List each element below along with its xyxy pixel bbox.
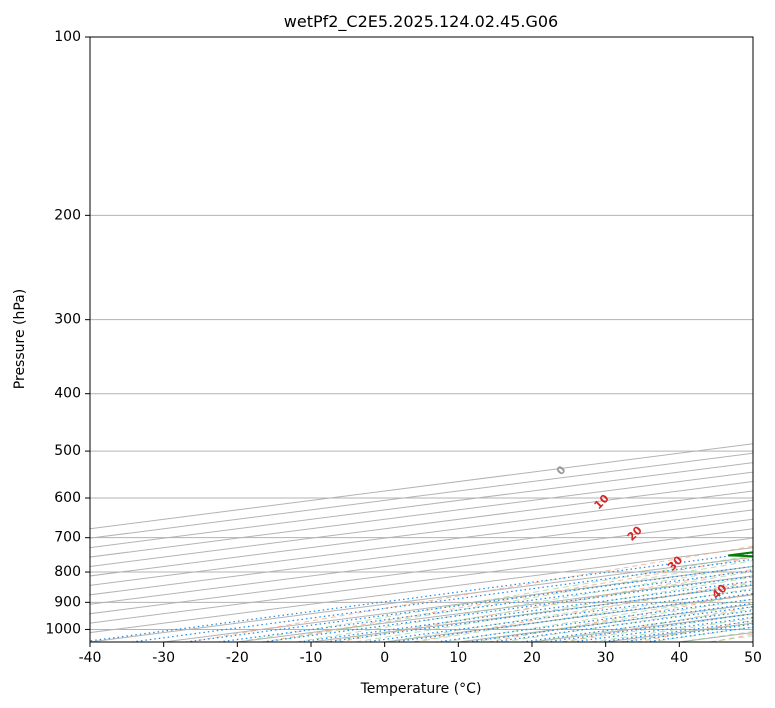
moist-adiabat-line — [266, 560, 753, 642]
x-tick-label: 10 — [449, 650, 467, 666]
mixing-ratio-line — [394, 592, 753, 642]
x-tick-label: -30 — [152, 650, 175, 666]
y-axis: 1000 900 800 700 600 500 400 300 200 100 — [45, 29, 90, 637]
mixing-ratio-line — [299, 580, 753, 642]
isotherm-line — [90, 490, 753, 577]
y-tick-label: 800 — [54, 564, 81, 580]
plot-frame — [89, 36, 754, 643]
y-tick-label: 200 — [54, 207, 81, 223]
x-tick-label: 50 — [744, 650, 762, 666]
dry-adiabat-line — [487, 593, 753, 642]
y-axis-title: Pressure (hPa) — [12, 289, 28, 389]
x-axis: -40 -30 -20 -10 0 10 20 30 40 50 — [79, 642, 762, 666]
x-tick-label: 0 — [380, 650, 389, 666]
y-tick-label: 400 — [54, 386, 81, 402]
y-tick-label: 300 — [54, 312, 81, 328]
x-tick-label: 20 — [523, 650, 541, 666]
y-tick-label: 1000 — [45, 621, 81, 637]
isotherm-line — [90, 528, 753, 615]
isotherm-line — [90, 518, 753, 605]
isotherm-line — [90, 481, 753, 568]
isotherm-line — [90, 509, 753, 596]
chart-title: wetPf2_C2E5.2025.124.02.45.G06 — [284, 12, 558, 32]
y-tick-label: 600 — [54, 490, 81, 506]
x-tick-label: -20 — [226, 650, 249, 666]
y-tick-label: 900 — [54, 594, 81, 610]
isotherm-line — [90, 471, 753, 558]
background-lines — [90, 37, 753, 642]
y-tick-label: 100 — [54, 29, 81, 45]
dry-adiabat-line — [412, 580, 753, 642]
x-axis-title: Temperature (°C) — [360, 681, 482, 697]
isotherm-line — [90, 499, 753, 586]
dry-adiabat-line — [263, 557, 753, 642]
x-tick-label: 30 — [597, 650, 615, 666]
moist-adiabat-line — [414, 587, 753, 642]
y-tick-label: 700 — [54, 530, 81, 546]
moist-adiabat-line — [355, 576, 753, 642]
moist-adiabat-line — [237, 554, 753, 642]
isotherm-line — [90, 537, 753, 624]
y-tick-label: 500 — [54, 443, 81, 459]
x-tick-label: -40 — [79, 650, 102, 666]
mixing-ratio-line — [326, 584, 753, 642]
x-tick-label: 40 — [670, 650, 688, 666]
moist-adiabat-line — [443, 593, 753, 642]
isotherm-line — [90, 462, 753, 549]
mixing-ratio-line — [90, 552, 753, 642]
mixing-ratio-line — [365, 589, 753, 642]
x-tick-label: -10 — [300, 650, 323, 666]
